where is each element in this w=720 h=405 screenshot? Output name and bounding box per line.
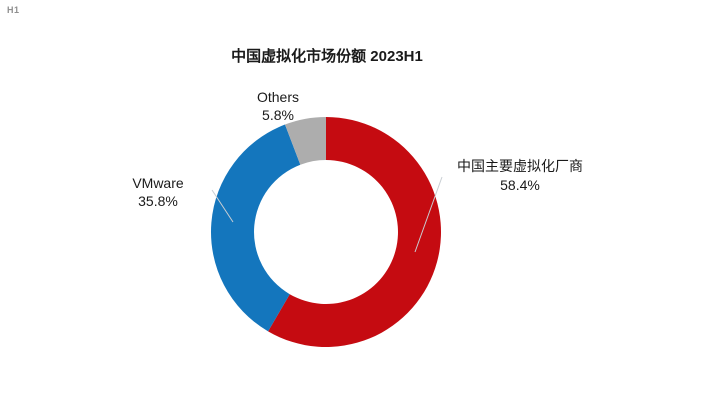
segment-label-china-vendors: 中国主要虚拟化厂商 58.4% xyxy=(425,157,615,195)
segment-label-china-vendors-name: 中国主要虚拟化厂商 xyxy=(457,158,583,174)
donut-segment-1 xyxy=(210,124,301,332)
donut-chart xyxy=(210,117,443,347)
donut-segments xyxy=(210,117,441,347)
leader-line-vmware xyxy=(211,189,234,223)
segment-label-others: Others 5.8% xyxy=(226,88,330,124)
page-marker: H1 xyxy=(7,5,20,15)
segment-label-vmware-value: 35.8% xyxy=(138,193,178,209)
segment-label-others-name: Others xyxy=(256,89,299,105)
segment-label-china-vendors-value: 58.4% xyxy=(500,177,540,193)
segment-label-vmware-name: VMware xyxy=(132,175,184,191)
segment-label-vmware: VMware 35.8% xyxy=(106,174,210,210)
chart-title: 中国虚拟化市场份额 2023H1 xyxy=(231,48,423,65)
donut-segment-0 xyxy=(268,117,441,347)
leader-line-vendors xyxy=(414,176,443,253)
donut-segment-2 xyxy=(285,117,326,165)
segment-label-others-value: 5.8% xyxy=(262,107,294,123)
